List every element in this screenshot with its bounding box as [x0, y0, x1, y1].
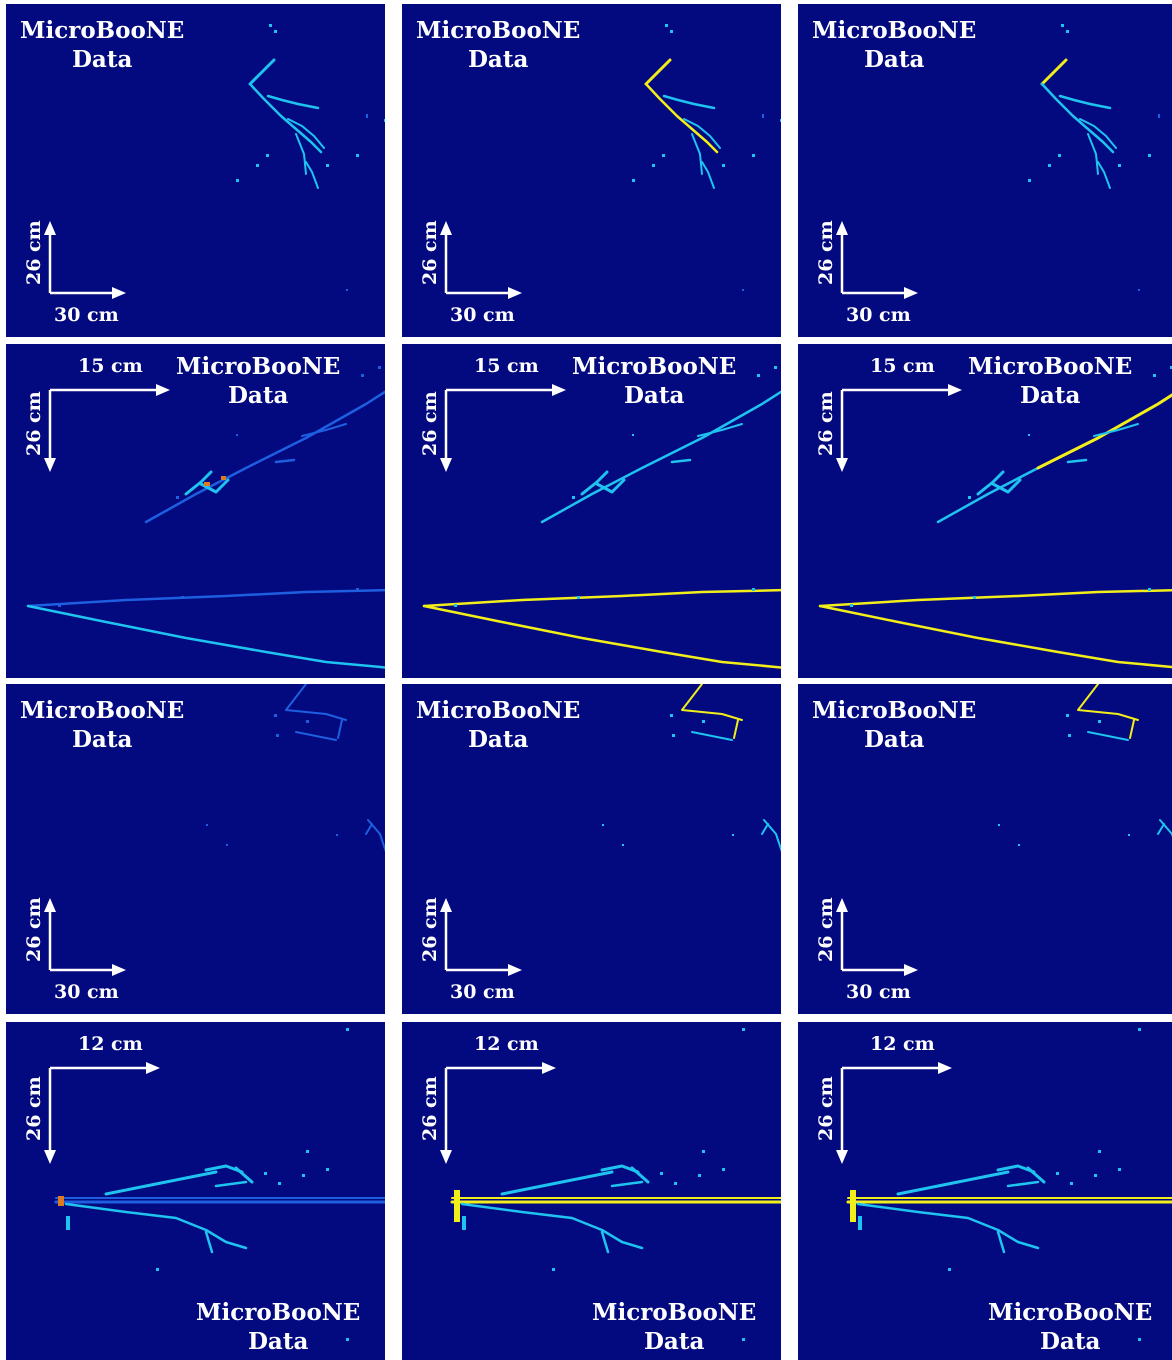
experiment-name: MicroBooNE [416, 17, 581, 44]
scale-arrows [836, 384, 962, 472]
scale-arrows [836, 221, 918, 299]
experiment-name: MicroBooNE [988, 1299, 1153, 1326]
horizontal-scale: 30 cm [450, 981, 515, 1003]
event-tracks [26, 366, 385, 669]
data-kind: Data [643, 1328, 705, 1355]
event-tracks [422, 366, 781, 669]
experiment-name: MicroBooNE [20, 17, 185, 44]
vertical-scale: 26 cm [815, 391, 837, 456]
microboone-data-label: MicroBooNE Data [968, 352, 1132, 410]
event-panel-r1-c1: MicroBooNE Data 30 cm 26 cm [6, 4, 385, 337]
microboone-data-label: MicroBooNE Data [572, 352, 736, 410]
horizontal-scale: 12 cm [474, 1033, 539, 1055]
data-kind: Data [247, 1328, 309, 1355]
vertical-scale: 26 cm [419, 1076, 441, 1141]
event-tracks [54, 1028, 385, 1341]
horizontal-scale: 30 cm [54, 981, 119, 1003]
event-panel-r3-c1: MicroBooNE Data 30 cm 26 cm [6, 684, 385, 1014]
event-tracks [450, 1028, 781, 1341]
event-tracks [632, 24, 781, 291]
event-panel-r2-c1: MicroBooNE Data 15 cm 26 cm [6, 344, 385, 678]
microboone-data-label: MicroBooNE Data [416, 696, 580, 754]
scale-arrows [44, 1062, 160, 1164]
event-tracks [206, 684, 385, 853]
horizontal-scale: 30 cm [846, 304, 911, 326]
horizontal-scale: 30 cm [54, 304, 119, 326]
event-tracks [1028, 24, 1160, 291]
vertical-scale: 26 cm [23, 1076, 45, 1141]
event-tracks [602, 684, 781, 853]
vertical-scale: 26 cm [815, 1076, 837, 1141]
scale-arrows [440, 221, 522, 299]
horizontal-scale: 12 cm [870, 1033, 935, 1055]
experiment-name: MicroBooNE [416, 697, 581, 724]
scale-arrows [44, 221, 126, 299]
event-tracks [818, 366, 1172, 669]
scale-arrows [440, 1062, 556, 1164]
vertical-scale: 26 cm [23, 897, 45, 962]
scale-arrows [836, 1062, 952, 1164]
scale-arrows [440, 898, 522, 976]
microboone-data-label: MicroBooNE Data [20, 696, 184, 754]
experiment-name: MicroBooNE [196, 1299, 361, 1326]
microboone-data-label: MicroBooNE Data [812, 696, 976, 754]
event-panel-r3-c3: MicroBooNE Data 30 cm 26 cm [798, 684, 1172, 1014]
experiment-name: MicroBooNE [592, 1299, 757, 1326]
data-kind: Data [1039, 1328, 1101, 1355]
event-tracks [236, 24, 385, 291]
event-panel-r4-c3: MicroBooNE Data 12 cm 26 cm [798, 1022, 1172, 1360]
event-panel-r2-c3: MicroBooNE Data 15 cm 26 cm [798, 344, 1172, 678]
vertical-scale: 26 cm [419, 897, 441, 962]
event-panel-r1-c2: MicroBooNE Data 30 cm 26 cm [402, 4, 781, 337]
data-kind: Data [863, 726, 925, 753]
horizontal-scale: 30 cm [450, 304, 515, 326]
data-kind: Data [623, 382, 685, 409]
experiment-name: MicroBooNE [812, 17, 977, 44]
experiment-name: MicroBooNE [20, 697, 185, 724]
microboone-data-label: MicroBooNE Data [592, 1298, 756, 1356]
vertical-scale: 26 cm [815, 220, 837, 285]
event-panel-r2-c2: MicroBooNE Data 15 cm 26 cm [402, 344, 781, 678]
microboone-data-label: MicroBooNE Data [416, 16, 580, 74]
event-panel-r1-c3: MicroBooNE Data 30 cm 26 cm [798, 4, 1172, 337]
event-panel-r4-c1: MicroBooNE Data 12 cm 26 cm [6, 1022, 385, 1360]
vertical-scale: 26 cm [419, 220, 441, 285]
vertical-scale: 26 cm [419, 391, 441, 456]
microboone-data-label: MicroBooNE Data [812, 16, 976, 74]
vertical-scale: 26 cm [23, 391, 45, 456]
vertical-scale: 26 cm [815, 897, 837, 962]
event-panel-r3-c2: MicroBooNE Data 30 cm 26 cm [402, 684, 781, 1014]
data-kind: Data [467, 46, 529, 73]
experiment-name: MicroBooNE [812, 697, 977, 724]
microboone-data-label: MicroBooNE Data [20, 16, 184, 74]
microboone-data-label: MicroBooNE Data [176, 352, 340, 410]
scale-arrows [44, 898, 126, 976]
data-kind: Data [71, 726, 133, 753]
experiment-name: MicroBooNE [968, 353, 1133, 380]
data-kind: Data [467, 726, 529, 753]
scale-arrows [836, 898, 918, 976]
event-tracks [998, 684, 1172, 846]
microboone-data-label: MicroBooNE Data [988, 1298, 1152, 1356]
horizontal-scale: 15 cm [78, 355, 143, 377]
data-kind: Data [863, 46, 925, 73]
experiment-name: MicroBooNE [176, 353, 341, 380]
horizontal-scale: 12 cm [78, 1033, 143, 1055]
experiment-name: MicroBooNE [572, 353, 737, 380]
horizontal-scale: 15 cm [474, 355, 539, 377]
data-kind: Data [1019, 382, 1081, 409]
data-kind: Data [227, 382, 289, 409]
horizontal-scale: 30 cm [846, 981, 911, 1003]
scale-arrows [44, 384, 170, 472]
data-kind: Data [71, 46, 133, 73]
event-panel-r4-c2: MicroBooNE Data 12 cm 26 cm [402, 1022, 781, 1360]
vertical-scale: 26 cm [23, 220, 45, 285]
scale-arrows [440, 384, 566, 472]
horizontal-scale: 15 cm [870, 355, 935, 377]
event-tracks [846, 1028, 1172, 1341]
microboone-data-label: MicroBooNE Data [196, 1298, 360, 1356]
